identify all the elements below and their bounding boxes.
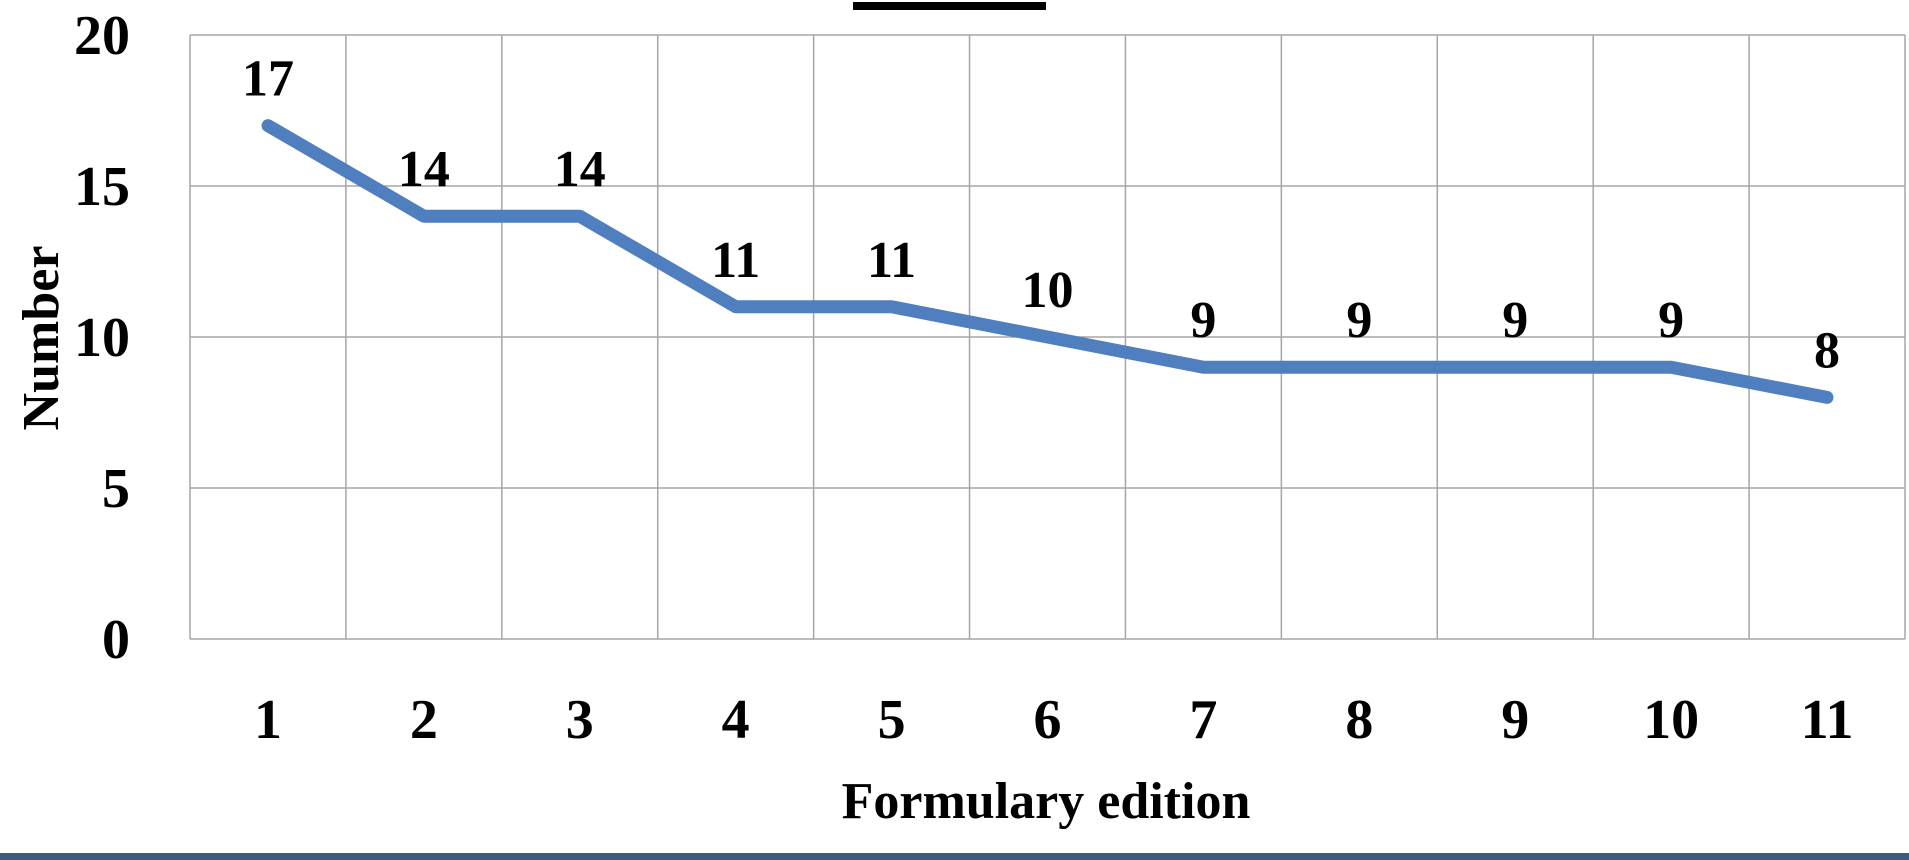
- y-tick-label: 0: [102, 609, 130, 671]
- data-label: 17: [242, 51, 294, 108]
- data-label: 14: [398, 141, 450, 198]
- data-label: 10: [1022, 262, 1074, 319]
- data-label: 11: [867, 232, 916, 289]
- data-label: 11: [711, 232, 760, 289]
- data-label: 9: [1658, 292, 1684, 349]
- x-tick-label: 8: [1345, 689, 1373, 751]
- x-tick-label: 9: [1501, 689, 1529, 751]
- y-tick-label: 5: [102, 458, 130, 520]
- x-tick-label: 4: [722, 689, 750, 751]
- y-tick-label: 15: [74, 156, 130, 218]
- y-axis-title: Number: [13, 246, 70, 431]
- x-tick-label: 3: [566, 689, 594, 751]
- data-label: 8: [1814, 322, 1840, 379]
- x-tick-label: 1: [254, 689, 282, 751]
- x-tick-label: 7: [1189, 689, 1217, 751]
- y-tick-label: 10: [74, 307, 130, 369]
- series-lines: [261, 119, 1834, 404]
- x-tick-label: 5: [878, 689, 906, 751]
- y-axis-ticks: 0 5 10 15 20: [74, 5, 130, 671]
- x-axis-title: Formulary edition: [842, 773, 1251, 830]
- data-label: 9: [1346, 292, 1372, 349]
- x-axis-ticks: 1 2 3 4 5 6 7 8 9 10 11: [254, 689, 1854, 751]
- grid: [189, 34, 1906, 640]
- x-tick-label: 10: [1643, 689, 1699, 751]
- x-tick-label: 11: [1801, 689, 1854, 751]
- bottom-border-bar: [0, 853, 1909, 860]
- data-label: 9: [1190, 292, 1216, 349]
- data-label: 14: [554, 141, 606, 198]
- y-tick-label: 20: [74, 5, 130, 67]
- top-fragment-bar: [853, 2, 1046, 10]
- series-line: [261, 119, 1834, 404]
- x-tick-label: 6: [1034, 689, 1062, 751]
- data-label: 9: [1502, 292, 1528, 349]
- x-tick-label: 2: [410, 689, 438, 751]
- data-labels: 17 14 14 11 11 10 9 9 9 9 8: [242, 51, 1840, 380]
